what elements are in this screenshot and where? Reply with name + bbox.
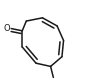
Text: O: O xyxy=(3,24,10,33)
